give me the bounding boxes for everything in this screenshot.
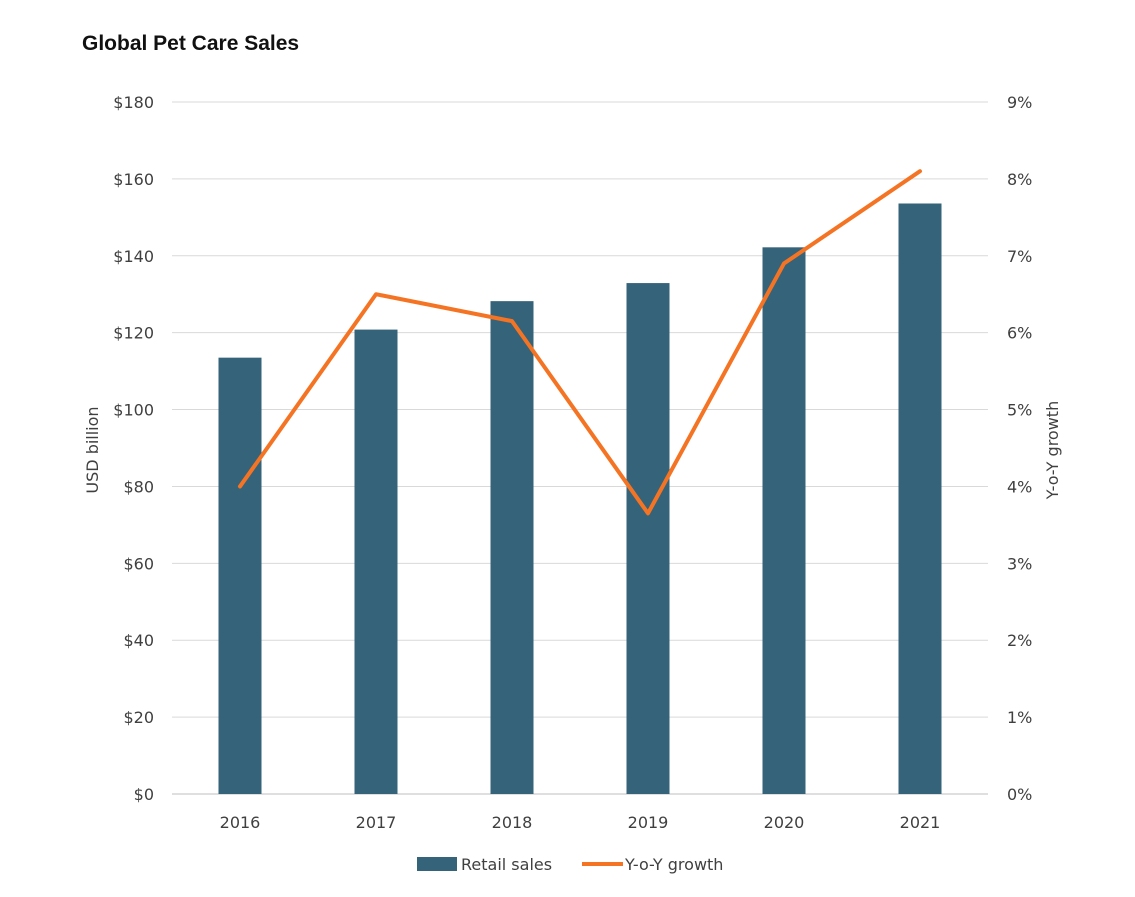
y-right-tick-label: 8%: [1007, 170, 1032, 189]
bar-2017: [354, 329, 398, 794]
y-right-tick-label: 5%: [1007, 401, 1032, 420]
y-tick-label: $20: [123, 708, 154, 727]
y-right-tick-label: 7%: [1007, 247, 1032, 266]
x-tick-label: 2017: [356, 813, 397, 832]
growth-line: [238, 169, 922, 516]
x-tick-label: 2019: [628, 813, 669, 832]
y-right-tick-label: 3%: [1007, 554, 1032, 573]
chart-title: Global Pet Care Sales: [82, 32, 300, 55]
y-tick-label: $40: [123, 631, 154, 650]
y-tick-label: $120: [113, 324, 154, 343]
y-right-axis-title: Y-o-Y growth: [1043, 401, 1062, 500]
y-right-tick-label: 2%: [1007, 631, 1032, 650]
y-tick-label: $180: [113, 93, 154, 112]
y-tick-label: $80: [123, 477, 154, 496]
y-right-tick-label: 4%: [1007, 477, 1032, 496]
y-tick-label: $0: [134, 785, 154, 804]
y-right-tick-label: 1%: [1007, 708, 1032, 727]
y-right-tick-label: 6%: [1007, 324, 1032, 343]
bar-2020: [762, 247, 806, 794]
y-tick-label: $100: [113, 401, 154, 420]
y-tick-label: $60: [123, 554, 154, 573]
y-right-tick-label: 9%: [1007, 93, 1032, 112]
bar-2016: [218, 357, 262, 794]
bar-2018: [490, 301, 534, 794]
legend-label-yoy-growth: Y-o-Y growth: [624, 855, 723, 874]
x-tick-label: 2020: [764, 813, 805, 832]
x-tick-label: 2018: [492, 813, 533, 832]
x-tick-label: 2021: [900, 813, 941, 832]
y-right-tick-label: 0%: [1007, 785, 1032, 804]
bar-2019: [626, 283, 670, 794]
bar-2021: [898, 203, 942, 794]
legend-label-retail-sales: Retail sales: [461, 855, 552, 874]
y-tick-label: $140: [113, 247, 154, 266]
y-axis-title: USD billion: [83, 406, 102, 493]
x-tick-label: 2016: [220, 813, 261, 832]
legend-swatch-retail-sales: [417, 857, 457, 871]
y-tick-label: $160: [113, 170, 154, 189]
